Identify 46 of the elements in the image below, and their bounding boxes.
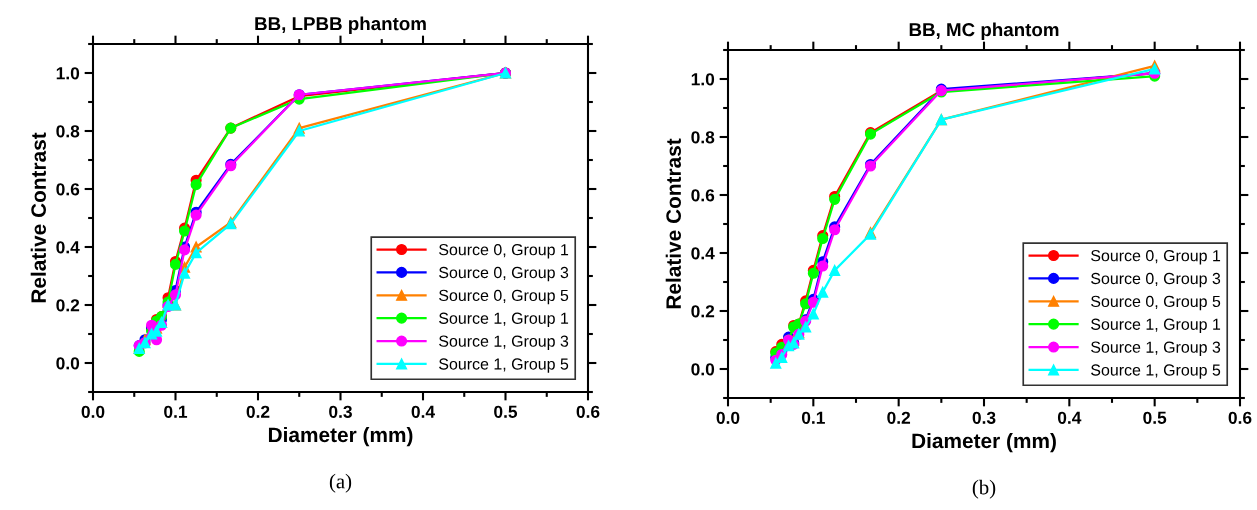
y-tick-label: 0.6 [56,183,80,196]
legend-label: Source 0, Group 5 [439,289,569,305]
y-tick-label: 0.0 [56,357,80,370]
legend-label: Source 1, Group 3 [439,335,569,350]
text: (b) [972,479,996,499]
x-tick-label: 0.2 [887,411,911,424]
y-tick-label: 0.2 [691,305,715,318]
x-tick-label: 0.1 [801,411,825,424]
x-tick-label: 0.4 [1057,411,1082,424]
y-tick-label: 0.8 [56,125,80,138]
y-axis-title: Relative Contrast [30,132,46,303]
x-tick-label: 0.5 [1143,411,1167,424]
y-tick-label: 0.0 [691,363,715,376]
x-tick-label: 0.3 [329,405,352,418]
legend-label: Source 0, Group 3 [439,266,569,282]
y-tick-label: 0.6 [691,189,715,202]
x-tick-label: 0.0 [716,411,740,424]
legend-label: Source 0, Group 1 [439,243,569,259]
legend-label: Source 1, Group 5 [1091,364,1221,379]
x-tick-label: 0.0 [81,405,105,418]
legend-label: Source 1, Group 5 [439,358,569,373]
y-tick-label: 0.4 [691,247,715,260]
chart-title: BB, LPBB phantom [255,16,426,34]
x-tick-label: 0.2 [246,405,270,418]
legend-label: Source 0, Group 5 [1091,295,1221,311]
x-tick-label: 0.5 [494,405,518,418]
x-tick-label: 0.6 [576,405,600,418]
y-tick-label: 0.2 [56,299,80,312]
x-tick-label: 0.6 [1228,411,1252,424]
legend-label: Source 1, Group 1 [439,312,569,328]
y-tick-label: 1.0 [691,73,715,86]
legend-label: Source 0, Group 1 [1091,249,1221,265]
chart-title: BB, MC phantom [909,22,1059,40]
x-tick-label: 0.3 [972,411,996,424]
y-tick-label: 0.4 [56,241,80,254]
y-tick-label: 1.0 [56,67,80,80]
y-tick-label: 0.8 [691,131,715,144]
x-tick-label: 0.1 [164,405,188,418]
text: (a) [329,473,352,493]
legend-label: Source 1, Group 3 [1091,341,1221,356]
legend-label: Source 1, Group 1 [1091,318,1221,334]
y-axis-title: Relative Contrast [665,138,681,309]
legend-label: Source 0, Group 3 [1091,272,1221,288]
x-tick-label: 0.4 [411,405,435,418]
x-axis-title: Diameter (mm) [268,426,413,447]
x-axis-title: Diameter (mm) [912,432,1056,453]
